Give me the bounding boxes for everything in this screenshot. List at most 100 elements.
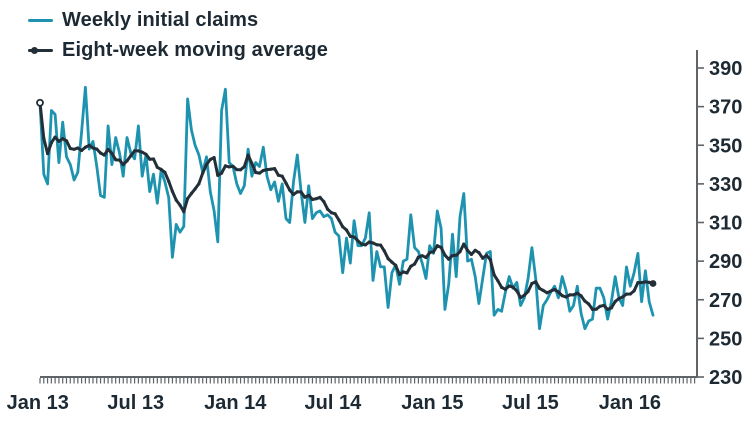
moving-average-point [503, 287, 507, 291]
moving-average-point [110, 151, 114, 155]
moving-average-point [61, 137, 65, 141]
moving-average-point [522, 293, 526, 297]
moving-average-point [530, 281, 534, 286]
moving-average-point [80, 148, 84, 153]
moving-average-point [579, 294, 583, 298]
moving-average-point [197, 182, 201, 186]
moving-average-point [76, 146, 80, 150]
y-tick-label: 310 [709, 213, 742, 235]
moving-average-point [488, 258, 492, 262]
moving-average-point [443, 253, 447, 257]
moving-average-point [500, 285, 504, 289]
x-tick-label: Jan 13 [7, 392, 69, 414]
moving-average-point [208, 157, 212, 162]
moving-average-point [394, 263, 398, 267]
moving-average-point [163, 170, 167, 174]
moving-average-point [431, 250, 436, 254]
moving-average-point [314, 197, 318, 201]
moving-average-point [125, 159, 129, 163]
x-tick-label: Jul 13 [107, 392, 164, 414]
moving-average-point [72, 147, 76, 151]
moving-average-point [129, 154, 133, 158]
moving-average-point [117, 158, 122, 162]
moving-average-point [594, 307, 598, 311]
moving-average-point [246, 153, 250, 157]
x-tick-label: Jan 16 [599, 392, 661, 414]
moving-average-point [575, 291, 579, 295]
moving-average-point [606, 307, 610, 311]
legend-label-moving-average: Eight-week moving average [62, 38, 328, 61]
moving-average-point [571, 293, 576, 297]
moving-average-point [375, 243, 379, 247]
moving-average-point [212, 156, 216, 160]
moving-average-point [496, 279, 500, 283]
moving-average-point [174, 198, 178, 202]
moving-average-point [598, 304, 602, 308]
moving-average-point [367, 240, 371, 244]
moving-average-point [133, 149, 137, 153]
moving-average-point [337, 218, 341, 222]
moving-average-point [186, 197, 190, 201]
moving-average-point [416, 255, 420, 259]
x-tick-label: Jul 15 [502, 392, 559, 414]
moving-average-point [363, 243, 367, 247]
y-tick-label: 230 [709, 367, 742, 389]
moving-average-point [386, 257, 390, 261]
moving-average-point [621, 295, 625, 299]
moving-average-point [238, 168, 243, 172]
moving-average-point [424, 255, 428, 260]
weekly-claims-line-swatch [28, 18, 53, 22]
moving-average-point [265, 168, 269, 172]
moving-average-point [617, 297, 621, 301]
moving-average-point [121, 163, 125, 167]
moving-average-point [235, 168, 239, 172]
moving-average-point [587, 302, 591, 306]
moving-average-start-marker [36, 98, 44, 107]
moving-average-point [269, 167, 273, 171]
moving-average-point [273, 167, 277, 171]
moving-average-point [447, 257, 451, 261]
moving-average-point [250, 161, 254, 165]
moving-average-point [151, 157, 156, 161]
moving-average-point [64, 139, 69, 143]
moving-average-point [276, 173, 280, 177]
moving-average-point [439, 245, 443, 249]
moving-average-point [556, 290, 561, 294]
moving-average-point [519, 296, 523, 300]
moving-average-point [341, 225, 345, 229]
moving-average-point [193, 187, 197, 191]
moving-average-point [170, 189, 174, 193]
y-tick-label: 370 [709, 97, 742, 119]
moving-average-point [454, 253, 458, 257]
moving-average-point [507, 284, 511, 288]
x-tick-label: Jul 14 [305, 392, 363, 414]
legend: Weekly initial claims Eight-week moving … [28, 5, 328, 65]
moving-average-point [352, 235, 356, 239]
moving-average-point [102, 153, 106, 157]
moving-average-point [481, 256, 485, 260]
moving-average-point [216, 173, 220, 177]
moving-average-point [643, 280, 648, 284]
moving-average-point [148, 157, 152, 161]
moving-average-point [155, 165, 159, 169]
moving-average-point [462, 242, 466, 246]
moving-average-point [360, 242, 364, 246]
moving-average-point [537, 286, 542, 290]
moving-average-point [299, 190, 303, 194]
moving-average-point [628, 292, 632, 296]
moving-average-point [291, 192, 296, 197]
moving-average-point [307, 193, 311, 197]
moving-average-point [602, 303, 606, 307]
moving-average-point [469, 252, 473, 256]
moving-average-point [87, 143, 91, 147]
moving-average-point [390, 260, 394, 264]
y-tick-label: 390 [709, 58, 742, 80]
moving-average-point [49, 141, 54, 145]
moving-average-point [590, 307, 595, 311]
moving-average-point [435, 244, 439, 248]
moving-average-point [632, 289, 636, 293]
moving-average-point [568, 293, 572, 297]
moving-average-point [42, 136, 46, 141]
moving-average-point [356, 239, 360, 243]
